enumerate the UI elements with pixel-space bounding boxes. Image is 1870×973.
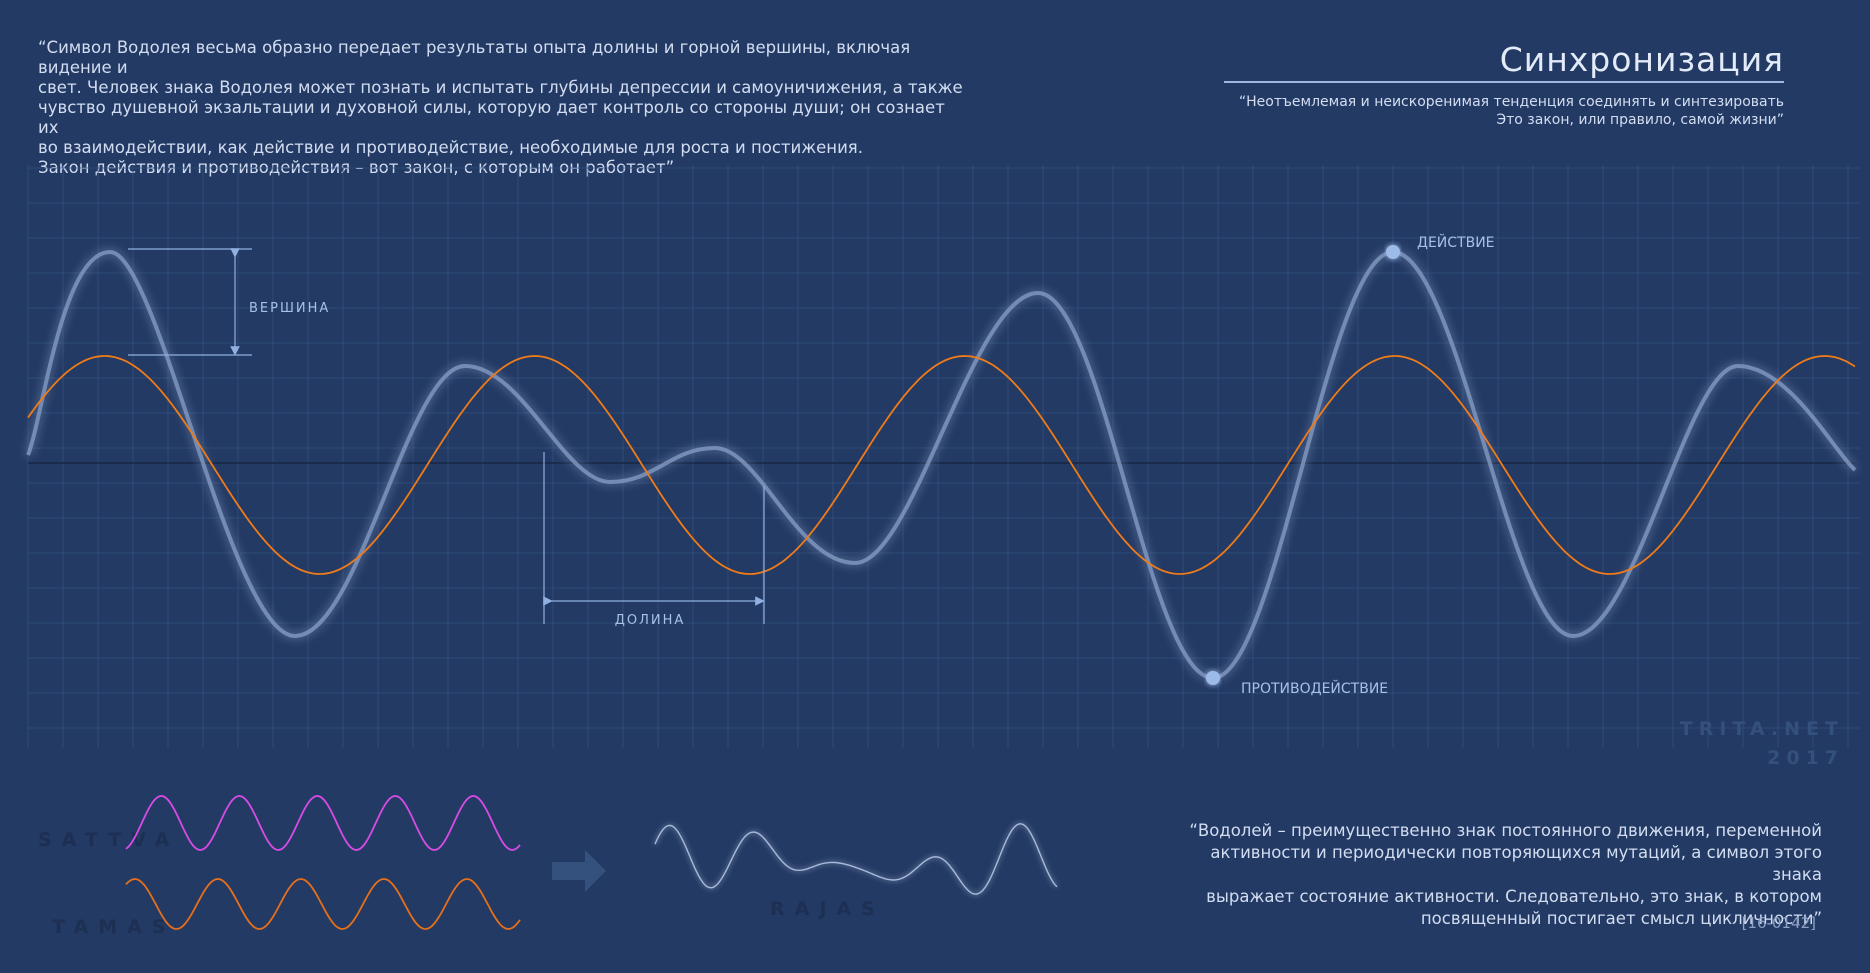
valley-annotation: ДОЛИНА xyxy=(543,452,765,628)
tamas-wave xyxy=(125,878,521,930)
sattva-wave xyxy=(125,795,521,851)
watermark-year: 2017 xyxy=(1767,747,1844,769)
rajas-wave xyxy=(654,823,1058,895)
label-valley: ДОЛИНА xyxy=(615,613,686,628)
label-peak: ВЕРШИНА xyxy=(249,301,330,316)
title-block: Синхронизация “Неотъемлемая и неискорени… xyxy=(1224,40,1784,129)
watermark-site: TRITA.NET xyxy=(1680,718,1844,740)
orange-sine-wave xyxy=(27,355,1856,575)
label-action: ДЕЙСТВИЕ xyxy=(1417,233,1495,251)
action-point xyxy=(1386,245,1400,259)
catalog-code: [16-0142] xyxy=(1741,914,1816,932)
peak-annotation: ВЕРШИНА xyxy=(128,248,330,356)
quote-aquarius-peak-valley: “Символ Водолея весьма образно передает … xyxy=(38,38,963,177)
page-title: Синхронизация xyxy=(1224,40,1784,83)
label-reaction: ПРОТИВОДЕЙСТВИЕ xyxy=(1241,679,1388,697)
background-grid xyxy=(27,165,1860,748)
label-tamas: TAMAS xyxy=(52,916,176,938)
label-sattva: SATTVA xyxy=(38,829,179,851)
quote-aquarius-motion: “Водолей – преимущественно знак постоянн… xyxy=(1189,821,1822,928)
complex-wave xyxy=(26,249,1857,681)
label-rajas: RAJAS xyxy=(770,898,885,920)
reaction-point xyxy=(1206,671,1220,685)
arrow-right-icon xyxy=(552,850,606,892)
page-subtitle: “Неотъемлемая и неискоренимая тенденция … xyxy=(1238,94,1784,128)
